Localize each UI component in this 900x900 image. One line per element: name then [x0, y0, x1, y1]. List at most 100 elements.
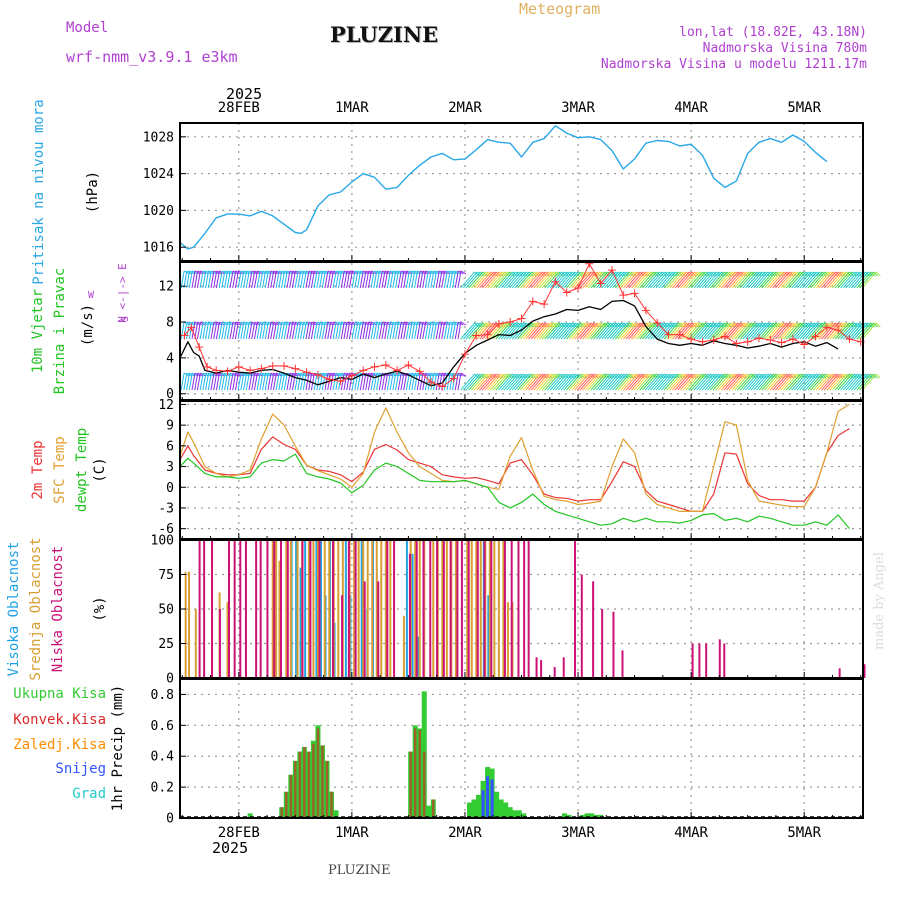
precip-y-tick-label: 0.4	[151, 750, 175, 765]
wind-barb	[612, 322, 628, 340]
gust-marker	[800, 340, 809, 349]
wind-barb	[308, 270, 313, 289]
wind-barb	[321, 372, 326, 391]
wind-barb	[574, 322, 590, 340]
gust-marker	[180, 331, 189, 340]
wind-barb	[693, 322, 709, 340]
bottom-day-label: 28FEB	[218, 825, 260, 841]
precip-bar	[426, 805, 432, 818]
wind-barb	[875, 373, 881, 379]
wind-barb	[669, 373, 675, 379]
wind-barb	[348, 321, 353, 340]
wind-barb	[463, 271, 478, 289]
wind-barb	[707, 271, 713, 277]
wind-barb	[538, 373, 554, 391]
wind-barb	[512, 373, 518, 379]
wind-barb	[601, 322, 607, 328]
precip-label: Grad	[72, 786, 106, 802]
wind-barb	[517, 322, 533, 340]
wind-barb	[278, 372, 283, 391]
wind-barb	[840, 322, 846, 328]
bottom-day-label: 5MAR	[787, 825, 821, 841]
gust-marker	[427, 378, 436, 387]
wind-barb	[582, 373, 598, 391]
wind-barb	[553, 322, 558, 328]
wind-barb	[487, 373, 493, 379]
wind-barb	[796, 373, 812, 391]
wind-barb	[729, 373, 735, 379]
wind-barb	[479, 373, 485, 379]
gust-marker	[630, 289, 639, 298]
wind-barb	[530, 373, 546, 391]
wind-barb	[471, 271, 486, 289]
wind-barb	[452, 270, 457, 289]
temp-line-3	[179, 453, 850, 529]
wind-barb	[302, 270, 307, 289]
wind-barb	[332, 321, 337, 340]
wind-barb	[647, 373, 653, 379]
wind-barb	[769, 373, 785, 391]
wind-barb	[477, 373, 482, 379]
wind-barb	[571, 271, 587, 289]
wind-barb	[778, 373, 783, 379]
wind-barb	[196, 372, 201, 391]
wind-barb	[810, 373, 816, 379]
wind-barb	[572, 322, 577, 328]
wind-barb	[267, 270, 272, 289]
wind-barb	[642, 271, 648, 277]
wind-barb	[753, 373, 759, 379]
wind-barb	[740, 373, 745, 379]
frames-layer	[179, 122, 864, 819]
wind-barb	[552, 373, 568, 391]
wind-barb	[652, 373, 668, 391]
precip-bar	[321, 745, 324, 818]
wind-barb	[289, 321, 294, 340]
wind-barb	[534, 271, 539, 277]
wind-barb	[821, 322, 827, 328]
precip-label: Konvek.Kisa	[13, 712, 106, 728]
wind-barb	[753, 271, 759, 277]
wind-barb	[751, 271, 756, 277]
wind-barb	[414, 321, 419, 340]
wind-barb	[544, 373, 550, 379]
pressure-y-tick-label: 1016	[143, 241, 174, 256]
wind-barb	[775, 271, 790, 289]
wind-barb	[767, 373, 773, 379]
wind-barb	[205, 321, 210, 340]
wind-barb	[688, 322, 694, 328]
wind-barb	[354, 321, 359, 340]
wind-barb	[319, 321, 324, 340]
wind-barb	[766, 322, 782, 340]
wind-barb	[460, 321, 467, 326]
wind-barb	[585, 322, 600, 340]
wind-barb	[496, 373, 501, 379]
wind-barb	[764, 373, 779, 391]
wind-barb	[370, 372, 375, 391]
wind-barb	[629, 373, 634, 379]
precip-bar	[507, 807, 513, 818]
wind-barb	[281, 270, 286, 289]
wind-barb	[240, 372, 245, 391]
wind-barb	[517, 373, 523, 379]
wind-barb	[596, 373, 602, 379]
wind-barb	[813, 373, 828, 391]
wind-barb	[487, 271, 493, 277]
wind-barb	[522, 373, 538, 391]
wind-barb	[536, 271, 552, 289]
wind-barb	[666, 322, 672, 328]
wind-barb	[699, 373, 705, 379]
temperature-y-tick-label: 9	[166, 419, 174, 434]
watermark: made by Angel	[872, 552, 887, 650]
wind-barb	[713, 271, 718, 277]
wind-barb	[316, 270, 321, 289]
wind-barb	[861, 322, 877, 340]
wind-barb	[591, 322, 596, 328]
wind-barb	[610, 373, 615, 379]
wind-barb	[764, 322, 770, 328]
wind-barb	[647, 271, 653, 277]
wind-barb	[191, 372, 196, 391]
wind-barb	[563, 271, 569, 277]
wind-barb	[481, 373, 497, 391]
wind-barb	[354, 270, 359, 289]
wind-barb	[251, 321, 256, 340]
